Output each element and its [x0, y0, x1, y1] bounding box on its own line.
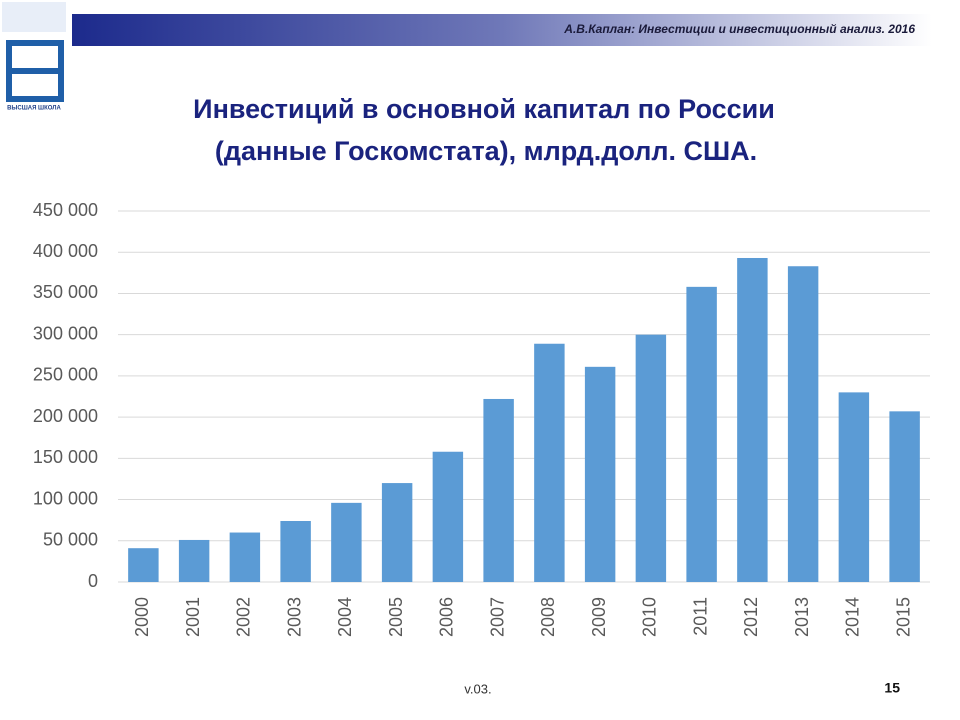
bar: [128, 548, 159, 582]
logo: ВЫСШАЯ ШКОЛА: [2, 2, 66, 112]
bar: [534, 343, 565, 582]
y-tick-label: 0: [88, 571, 98, 591]
x-tick-label: 2013: [792, 597, 812, 637]
x-tick-label: 2012: [741, 597, 761, 637]
x-tick-label: 2008: [538, 597, 558, 637]
title-line: (данные Госкомстата), млрд.долл. США.: [215, 136, 757, 166]
bar: [787, 266, 819, 582]
bar: [838, 392, 870, 582]
bar: [229, 532, 261, 582]
bar: [178, 539, 210, 582]
y-tick-label: 300 000: [33, 323, 98, 343]
bar: [737, 257, 768, 582]
y-tick-label: 200 000: [33, 406, 98, 426]
title-line: Инвестиций в основной капитал по России: [193, 94, 775, 124]
header-text: А.В.Каплан: Инвестиции и инвестиционный …: [563, 22, 915, 36]
x-tick-label: 2001: [183, 597, 203, 637]
bar: [686, 286, 717, 582]
x-tick-label: 2003: [284, 597, 304, 637]
y-tick-label: 400 000: [33, 241, 98, 261]
bar: [635, 334, 667, 582]
bar: [889, 411, 920, 582]
y-tick-label: 50 000: [43, 530, 98, 550]
bar: [331, 502, 362, 582]
x-tick-label: 2006: [437, 597, 457, 637]
y-tick-label: 350 000: [33, 282, 98, 302]
page-number: 15: [884, 680, 900, 696]
y-tick-label: 450 000: [33, 200, 98, 220]
header-bar: [72, 14, 932, 46]
bar: [432, 451, 464, 582]
bar: [584, 366, 616, 582]
x-tick-label: 2004: [335, 597, 355, 637]
plot: 0 50 000 100 000 150 000 200 000 250 000 300 0…: [33, 200, 930, 637]
y-tick-label: 250 000: [33, 365, 98, 385]
logo-text: ВЫСШАЯ ШКОЛА: [7, 106, 61, 112]
x-tick-label: 2015: [893, 597, 913, 637]
x-tick-label: 2000: [132, 597, 152, 637]
x-tick-label: 2009: [589, 597, 609, 637]
x-tick-label: 2011: [690, 597, 710, 636]
x-tick-label: 2005: [386, 597, 406, 637]
version: v.03.: [464, 681, 491, 696]
y-tick-label: 150 000: [33, 447, 98, 467]
x-tick-label: 2010: [640, 597, 660, 637]
bar: [280, 520, 311, 582]
x-tick-label: 2007: [487, 597, 507, 637]
x-tick-label: 2014: [843, 597, 863, 637]
x-tick-label: 2002: [234, 597, 254, 637]
bar: [381, 483, 413, 582]
y-tick-label: 100 000: [33, 488, 98, 508]
bar: [483, 398, 514, 582]
